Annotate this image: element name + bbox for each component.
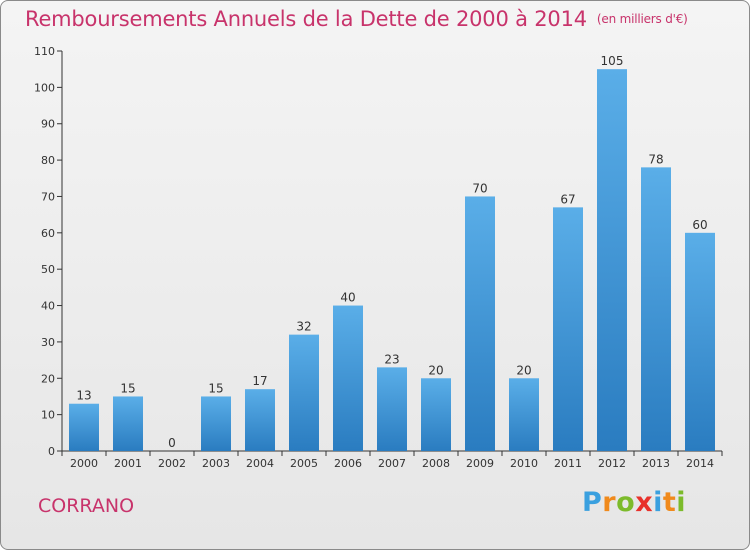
bar [113, 396, 143, 451]
x-tick-label: 2014 [686, 457, 714, 470]
data-label: 70 [472, 181, 487, 195]
bar [465, 196, 495, 451]
x-tick-label: 2000 [70, 457, 98, 470]
data-label: 78 [648, 152, 663, 166]
data-label: 23 [384, 352, 399, 366]
y-tick-label: 50 [41, 263, 55, 276]
data-label: 15 [208, 381, 223, 395]
data-labels: 13 15 0 15 17 32 40 23 20 70 20 67 105 78 60 [76, 54, 707, 450]
data-label: 17 [252, 374, 267, 388]
x-tick-label: 2012 [598, 457, 626, 470]
x-tick-label: 2007 [378, 457, 406, 470]
x-tick-label: 2011 [554, 457, 582, 470]
chart-title: Remboursements Annuels de la Dette de 20… [25, 7, 688, 31]
chart-unit: (en milliers d'€) [596, 12, 688, 26]
x-tick-label: 2013 [642, 457, 670, 470]
bar [421, 378, 451, 451]
bar [641, 167, 671, 451]
y-tick-label: 70 [41, 190, 55, 203]
y-tick-label: 80 [41, 154, 55, 167]
x-tick-label: 2009 [466, 457, 494, 470]
bar [333, 305, 363, 451]
y-tick-label: 20 [41, 372, 55, 385]
y-tick-label: 60 [41, 227, 55, 240]
bar [553, 207, 583, 451]
y-tick-label: 30 [41, 336, 55, 349]
data-label: 60 [692, 218, 707, 232]
data-label: 13 [76, 389, 91, 403]
y-tick-label: 40 [41, 300, 55, 313]
y-tick-label: 10 [41, 409, 55, 422]
bar [69, 403, 99, 451]
y-tick-label: 100 [34, 81, 55, 94]
x-tick-label: 2005 [290, 457, 318, 470]
data-label: 15 [120, 381, 135, 395]
x-tick-label: 2008 [422, 457, 450, 470]
data-label: 105 [601, 54, 624, 68]
x-tick-label: 2004 [246, 457, 274, 470]
bar [201, 396, 231, 451]
bar [289, 334, 319, 451]
data-label: 67 [560, 192, 575, 206]
data-label: 0 [168, 436, 176, 450]
y-tick-label: 0 [48, 445, 55, 458]
bar [597, 69, 627, 451]
data-label: 20 [428, 363, 443, 377]
data-label: 32 [296, 320, 311, 334]
bar [509, 378, 539, 451]
y-tick-label: 110 [34, 45, 55, 58]
x-tick-label: 2003 [202, 457, 230, 470]
data-label: 20 [516, 363, 531, 377]
bar [245, 389, 275, 451]
data-label: 40 [340, 291, 355, 305]
y-tick-label: 90 [41, 118, 55, 131]
x-tick-label: 2002 [158, 457, 186, 470]
x-tick-label: 2006 [334, 457, 362, 470]
chart-title-text: Remboursements Annuels de la Dette de 20… [25, 7, 587, 31]
bar [377, 367, 407, 451]
x-tick-label: 2001 [114, 457, 142, 470]
x-tick-label: 2010 [510, 457, 538, 470]
commune-name: CORRANO [38, 495, 135, 517]
proxiti-logo: Proxiti [582, 487, 687, 518]
bar [685, 232, 715, 451]
bars [69, 69, 715, 451]
